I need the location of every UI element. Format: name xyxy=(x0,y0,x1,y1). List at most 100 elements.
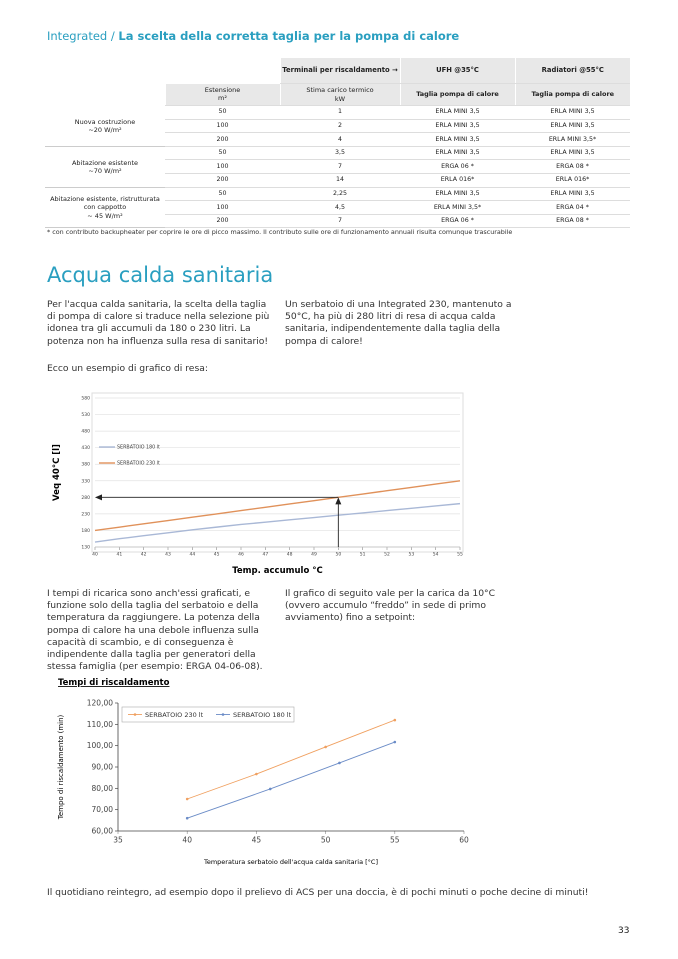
header-cell: Taglia pompa di calore xyxy=(514,83,630,106)
paragraph: Un serbatoio di una Integrated 230, mant… xyxy=(285,299,512,347)
y-tick-label: 480 xyxy=(81,429,90,435)
y-tick-label: 380 xyxy=(81,462,90,468)
table-row: 200 14 ERLA 016* ERLA 016* xyxy=(45,173,630,188)
header-cell: Terminali per riscaldamento → xyxy=(279,58,400,84)
paragraph: Ecco un esempio di grafico di resa: xyxy=(47,363,208,374)
table-row: 100 4,5 ERLA MINI 3,5* ERGA 04 * xyxy=(45,200,630,215)
cell: ERGA 06 * xyxy=(400,159,515,174)
table-row: Abitazione esistente ~70 W/m² 50 3,5 ERLA M… xyxy=(45,146,630,188)
header-row: Estensione m² Stima carico termico kW Tagl… xyxy=(45,83,630,106)
cell: 100 xyxy=(165,200,280,215)
cell: ERLA MINI 3,5 xyxy=(400,105,515,120)
x-tick-label: 43 xyxy=(165,552,171,558)
y-tick-label: 80,00 xyxy=(92,784,114,793)
x-tick-label: 44 xyxy=(189,552,195,558)
y-tick-label: 230 xyxy=(81,511,90,517)
cell: 50 xyxy=(165,105,280,120)
table-row: Nuova costruzione ~20 W/m² 50 1 ERLA MINI 3… xyxy=(45,105,630,147)
cell: 2 xyxy=(280,119,400,134)
y-tick-label: 120,00 xyxy=(87,699,113,708)
table-row: 100 2 ERLA MINI 3,5 ERLA MINI 3,5 xyxy=(45,119,630,134)
header-cell: Stima carico termico kW xyxy=(279,83,400,106)
chart: 130 180 230 280 330 380 430 480 530 580 40 41 42 43 44… xyxy=(52,392,464,576)
x-tick-label: 51 xyxy=(360,552,366,558)
x-tick-label: 45 xyxy=(214,552,220,558)
cell: ERLA MINI 3,5 xyxy=(400,146,515,161)
x-tick-label: 49 xyxy=(311,552,317,558)
data-point xyxy=(185,797,189,801)
table-row: 200 7 ERGA 06 * ERGA 08 * xyxy=(45,214,630,229)
cell: 50 xyxy=(165,146,280,161)
data-point xyxy=(393,718,397,722)
data-point xyxy=(338,761,341,765)
table-row: 100 7 ERGA 06 * ERGA 08 * xyxy=(45,159,630,174)
y-tick-label: 430 xyxy=(81,445,90,451)
cell: 4 xyxy=(280,132,400,147)
cell: 200 xyxy=(165,132,280,147)
cell: 4,5 xyxy=(280,200,400,215)
x-axis-label: Temperatura serbatoio dell'acqua calda s… xyxy=(203,858,378,866)
plot-frame xyxy=(91,392,464,553)
cell: 100 xyxy=(165,119,280,134)
cell: 3,5 xyxy=(280,146,400,161)
x-tick-label: 47 xyxy=(262,552,268,558)
legend-label: SERBATOIO 180 lt xyxy=(233,711,292,719)
y-axis-label: Tempo di riscaldamento (min) xyxy=(57,714,65,820)
paragraph: I tempi di ricarica sono anch'essi grafi… xyxy=(47,588,263,673)
y-tick-label: 90,00 xyxy=(92,763,114,772)
arrow-head xyxy=(335,497,342,505)
y-tick-label: 180 xyxy=(81,528,90,534)
legend-label: SERBATOIO 230 lt xyxy=(145,711,204,719)
cell: 50 xyxy=(165,187,280,202)
y-tick-label: 280 xyxy=(81,495,90,501)
x-tick-label: 55 xyxy=(457,552,463,558)
header-cell: Taglia pompa di calore xyxy=(399,83,515,106)
data-point xyxy=(185,816,189,820)
cell: 200 xyxy=(165,214,280,229)
x-axis-label: Temp. accumulo °C xyxy=(232,566,323,576)
group-label: Abitazione esistente, ristrutturata con … xyxy=(45,187,165,229)
series-line xyxy=(94,502,461,543)
cell: ERGA 04 * xyxy=(515,200,630,215)
header-cell: Radiatori @55°C xyxy=(514,58,630,84)
y-tick-label: 330 xyxy=(81,478,90,484)
x-tick-label: 41 xyxy=(116,552,122,558)
cell: ERLA MINI 3,5* xyxy=(515,132,630,147)
x-tick-label: 54 xyxy=(433,552,439,558)
cell: ERLA MINI 3,5 xyxy=(400,132,515,147)
cell: ERLA MINI 3,5 xyxy=(515,146,630,161)
cell: ERLA MINI 3,5 xyxy=(400,119,515,134)
chart-title: Tempi di riscaldamento xyxy=(58,678,170,688)
y-tick-label: 60,00 xyxy=(92,827,114,836)
x-tick-label: 48 xyxy=(287,552,293,558)
legend-label: SERBATOIO 180 lt xyxy=(117,445,160,451)
cell: ERLA MINI 3,5* xyxy=(400,200,515,215)
table-row: 200 4 ERLA MINI 3,5 ERLA MINI 3,5* xyxy=(45,132,630,147)
x-tick-label: 53 xyxy=(408,552,414,558)
cell xyxy=(45,58,280,84)
y-tick-label: 110,00 xyxy=(87,720,113,729)
y-tick-label: 70,00 xyxy=(92,805,114,814)
cell: 1 xyxy=(280,105,400,120)
x-tick-label: 55 xyxy=(390,836,400,845)
section-name: Integrated xyxy=(47,29,108,43)
x-tick-label: 46 xyxy=(238,552,244,558)
paragraph: Il quotidiano reintegro, ad esempio dopo… xyxy=(47,887,589,898)
cell: ERGA 06 * xyxy=(400,214,515,229)
data-point xyxy=(268,787,272,791)
x-tick-label: 50 xyxy=(335,552,341,558)
legend-marker xyxy=(221,713,225,716)
chart: Tempi di riscaldamento 60,00 70,00 80,00 90,… xyxy=(57,678,469,866)
x-tick-label: 40 xyxy=(92,552,98,558)
x-tick-label: 40 xyxy=(182,836,192,845)
cell: ERLA 016* xyxy=(515,173,630,188)
header-row: Terminali per riscaldamento → UFH @35°C Ra… xyxy=(45,58,630,84)
y-tick-label: 530 xyxy=(81,412,90,418)
x-tick-label: 60 xyxy=(459,836,469,845)
x-tick-label: 35 xyxy=(113,836,123,845)
cell: 2,25 xyxy=(280,187,400,202)
paragraph: Il grafico di seguito vale per la carica… xyxy=(285,588,496,624)
cell: 200 xyxy=(165,173,280,188)
header-cell: Estensione m² xyxy=(164,83,280,106)
header-title: La scelta della corretta taglia per la p… xyxy=(118,29,460,43)
